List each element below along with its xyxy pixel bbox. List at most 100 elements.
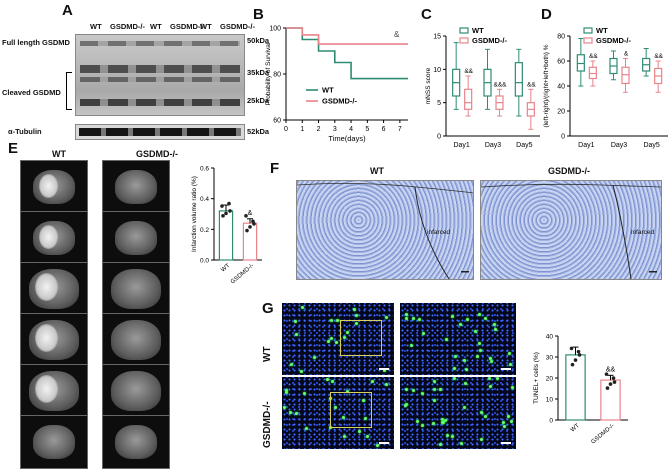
significance-mark: & (248, 210, 253, 217)
tunel-positive-cell (432, 422, 436, 426)
y-tick-label: 100 (269, 26, 281, 33)
data-point (569, 346, 574, 351)
tunel-positive-cell (450, 435, 454, 439)
mri-slice-ko (102, 160, 170, 214)
data-point (224, 211, 228, 216)
tunel-positive-cell (342, 336, 346, 340)
y-tick-label: 15 (433, 34, 441, 41)
tunel-positive-cell (285, 390, 289, 394)
tunel-positive-cell (288, 411, 292, 415)
tunel-positive-cell (488, 384, 492, 388)
survival-line (286, 27, 408, 45)
tunel-positive-cell (508, 352, 512, 356)
category-label: GSDMD-/- (230, 263, 255, 286)
tunel-positive-cell (502, 425, 506, 429)
y-tick-label: 40 (546, 334, 554, 341)
category-label: GSDMD-/- (590, 423, 615, 446)
tunel-chart: 0 10 20 30 40 TUNEL+ cells (%) WT GSDMD-/- && (533, 334, 628, 446)
mri-slice-ko (102, 415, 170, 469)
category-label: WT (570, 423, 581, 434)
legend-swatch (583, 37, 593, 44)
histology-ko-label: GSDMD-/- (548, 166, 590, 176)
significance-mark: &&& (493, 81, 507, 88)
lane-label: WT (150, 22, 162, 31)
significance-mark: && (654, 53, 663, 60)
y-tick-label: 40 (557, 84, 565, 91)
tunel-positive-cell (285, 389, 289, 393)
category-label: Day3 (611, 142, 627, 149)
category-label: Day3 (485, 142, 501, 149)
tunel-positive-cell (477, 313, 481, 317)
box (464, 88, 473, 110)
tunel-positive-cell (465, 317, 469, 321)
tunel-positive-cell (362, 399, 366, 403)
tunel-positive-cell (508, 363, 512, 367)
tunel-positive-cell (463, 358, 467, 362)
tunel-positive-cell (496, 377, 500, 381)
category-label: WT (220, 263, 231, 274)
brain-section (111, 269, 161, 309)
data-point (245, 228, 249, 233)
tunel-positive-cell (303, 391, 307, 395)
data-point (220, 204, 224, 208)
box (514, 62, 523, 97)
tunel-positive-cell (300, 370, 304, 374)
tunel-positive-cell (459, 323, 463, 327)
tunel-positive-cell (404, 403, 408, 407)
lane-label: WT (90, 22, 102, 31)
data-point (611, 376, 616, 380)
x-tick-label: 0 (284, 126, 288, 133)
data-point (570, 362, 575, 367)
infarct-label-wt: infarced (427, 229, 451, 236)
tunel-positive-cell (371, 379, 374, 383)
y-axis-label: (left-right)/(right+left+both) % (543, 44, 550, 127)
y-tick-label: 20 (546, 376, 554, 383)
tunel-positive-cell (479, 438, 483, 442)
y-tick-label: 10 (433, 67, 441, 74)
mri-slice-wt (20, 313, 88, 367)
cleaved-bracket (66, 72, 72, 110)
blot-membrane (75, 34, 245, 116)
histology-ko-image: infarced (480, 180, 662, 280)
tunel-positive-cell (489, 359, 493, 363)
scale-bar (379, 368, 389, 370)
tunel-positive-cell (405, 387, 409, 391)
data-point (248, 225, 252, 229)
tunel-positive-cell (405, 313, 409, 317)
x-tick-label: 6 (382, 126, 386, 133)
box (588, 66, 597, 80)
tunel-wt-image (282, 303, 394, 375)
mri-slice-wt (20, 415, 88, 469)
brain-section (33, 425, 75, 459)
bar (565, 354, 586, 421)
significance-mark: && (464, 68, 473, 75)
tunel-positive-cell (346, 390, 350, 394)
tunel-positive-cell (376, 443, 380, 447)
data-point (244, 214, 248, 218)
mri-slice-wt (20, 211, 88, 265)
tunel-wt-zoom (400, 303, 516, 375)
y-tick-label: 0 (437, 134, 441, 141)
significance-mark: && (527, 81, 536, 88)
tunel-positive-cell (330, 318, 334, 322)
scale-bar (501, 368, 511, 370)
panel-label-b: B (253, 6, 264, 23)
tunel-positive-cell (460, 442, 464, 446)
brain-section (115, 425, 157, 459)
tunel-positive-cell (478, 341, 482, 345)
y-tick-label: 60 (557, 59, 565, 66)
y-tick-label: 0.6 (200, 166, 209, 173)
tunel-positive-cell (464, 367, 468, 371)
lesion (35, 375, 58, 403)
significance-mark: && (606, 366, 616, 373)
mri-slice-wt (20, 160, 88, 214)
brain-section (115, 221, 157, 255)
tunel-positive-cell (294, 319, 298, 323)
lane-label: GSDMD-/- (220, 22, 255, 31)
legend-label: GSDMD-/- (596, 36, 631, 45)
tunel-positive-cell (501, 421, 505, 425)
lesion (39, 225, 58, 249)
tunel-positive-cell (476, 355, 480, 359)
tunel-positive-cell (417, 317, 421, 321)
